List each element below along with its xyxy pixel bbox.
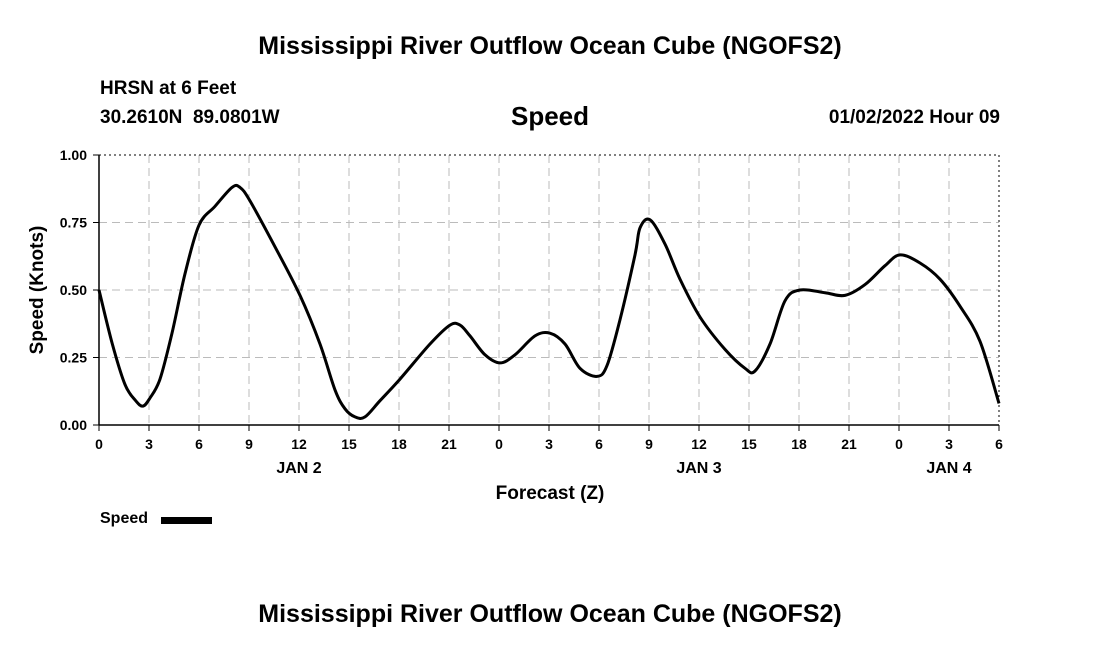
x-axis-label: Forecast (Z) [495, 483, 605, 504]
x-tick-label: 18 [791, 436, 807, 452]
y-tick-label: 0.50 [60, 282, 87, 298]
x-tick-label: 0 [95, 436, 103, 452]
chart-title: Mississippi River Outflow Ocean Cube (NG… [258, 32, 842, 60]
y-tick-label: 0.00 [60, 417, 87, 433]
legend-label: Speed [100, 510, 149, 527]
x-tick-label: 12 [691, 436, 707, 452]
x-tick-label: 12 [291, 436, 307, 452]
x-tick-label: 15 [341, 436, 357, 452]
y-tick-label: 1.00 [60, 147, 87, 163]
x-tick-label: 3 [945, 436, 953, 452]
day-label: JAN 2 [276, 460, 321, 477]
x-tick-label: 6 [995, 436, 1003, 452]
station-label: HRSN at 6 Feet [100, 78, 237, 99]
x-tick-label: 15 [741, 436, 757, 452]
x-tick-label: 3 [545, 436, 553, 452]
y-tick-label: 0.75 [60, 215, 87, 231]
x-tick-label: 0 [895, 436, 903, 452]
x-tick-label: 6 [595, 436, 603, 452]
x-tick-label: 6 [195, 436, 203, 452]
x-tick-label: 21 [841, 436, 857, 452]
x-tick-label: 18 [391, 436, 407, 452]
y-axis-label: Speed (Knots) [27, 226, 48, 355]
x-tick-label: 3 [145, 436, 153, 452]
x-tick-label: 9 [645, 436, 653, 452]
footer-title: Mississippi River Outflow Ocean Cube (NG… [258, 600, 842, 628]
coordinates: 30.2610N 89.0801W [100, 107, 280, 128]
y-tick-label: 0.25 [60, 350, 87, 366]
legend-swatch [161, 517, 212, 524]
x-tick-label: 21 [441, 436, 457, 452]
day-label: JAN 4 [926, 460, 971, 477]
x-tick-label: 9 [245, 436, 253, 452]
day-label: JAN 3 [676, 460, 721, 477]
variable-title: Speed [510, 101, 590, 131]
datetime: 01/02/2022 Hour 09 [828, 107, 1000, 128]
x-tick-label: 0 [495, 436, 503, 452]
